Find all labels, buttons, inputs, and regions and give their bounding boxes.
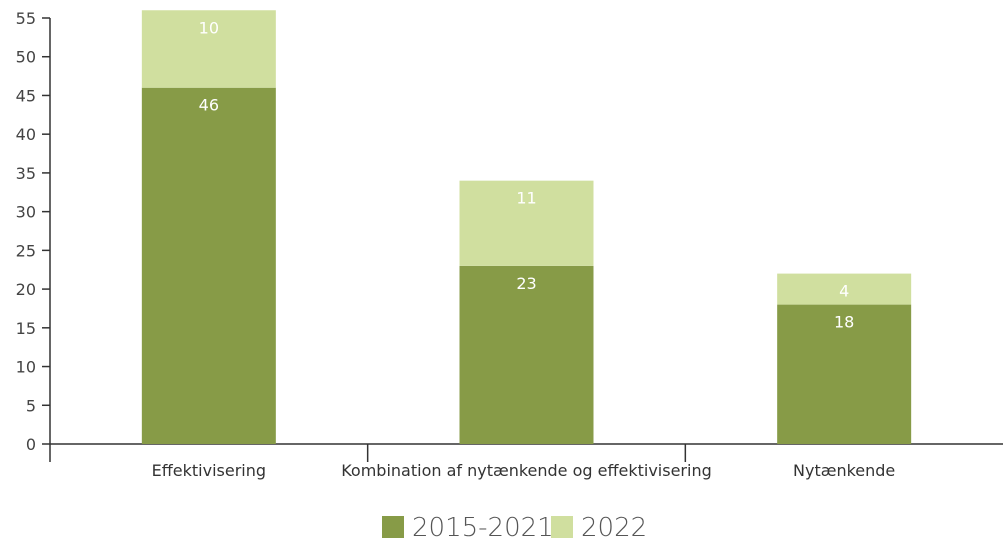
y-tick-label: 45 (16, 86, 36, 105)
data-labels: 46 10 23 11 18 4 (199, 18, 855, 331)
x-category-label: Nytænkende (793, 461, 895, 480)
y-tick-label: 55 (16, 9, 36, 28)
x-category-label: Kombination af nytænkende og effektivise… (341, 461, 712, 480)
y-tick-label: 5 (26, 396, 36, 415)
data-label: 4 (839, 282, 849, 301)
legend-swatch (551, 516, 573, 538)
x-axis: Effektivisering Kombination af nytænkende… (50, 443, 1003, 480)
data-label: 46 (199, 96, 219, 115)
y-tick-label: 10 (16, 358, 36, 377)
bar-segment (141, 87, 276, 444)
bars (141, 10, 912, 444)
data-label: 11 (516, 189, 536, 208)
x-category-label: Effektivisering (152, 461, 266, 480)
y-tick-label: 40 (16, 125, 36, 144)
data-label: 23 (516, 274, 536, 293)
y-tick-label: 35 (16, 164, 36, 183)
y-tick-label: 25 (16, 241, 36, 260)
y-tick-label: 20 (16, 280, 36, 299)
bar-segment (777, 304, 912, 444)
data-label: 10 (199, 18, 219, 37)
legend-label: 2022 (581, 513, 647, 543)
bar-segment (459, 265, 594, 444)
bar-segment (459, 180, 594, 266)
y-tick-label: 0 (26, 435, 36, 454)
y-tick-label: 30 (16, 203, 36, 222)
bar-segment (141, 10, 276, 88)
legend-swatch (382, 516, 404, 538)
legend: 2015-2021 2022 (382, 513, 647, 543)
y-tick-label: 15 (16, 319, 36, 338)
y-axis: 0 5 10 15 20 25 30 35 40 45 50 55 (16, 9, 51, 462)
legend-label: 2015-2021 (412, 513, 554, 543)
y-tick-label: 50 (16, 48, 36, 67)
data-label: 18 (834, 313, 854, 332)
bar-segment (777, 273, 912, 305)
